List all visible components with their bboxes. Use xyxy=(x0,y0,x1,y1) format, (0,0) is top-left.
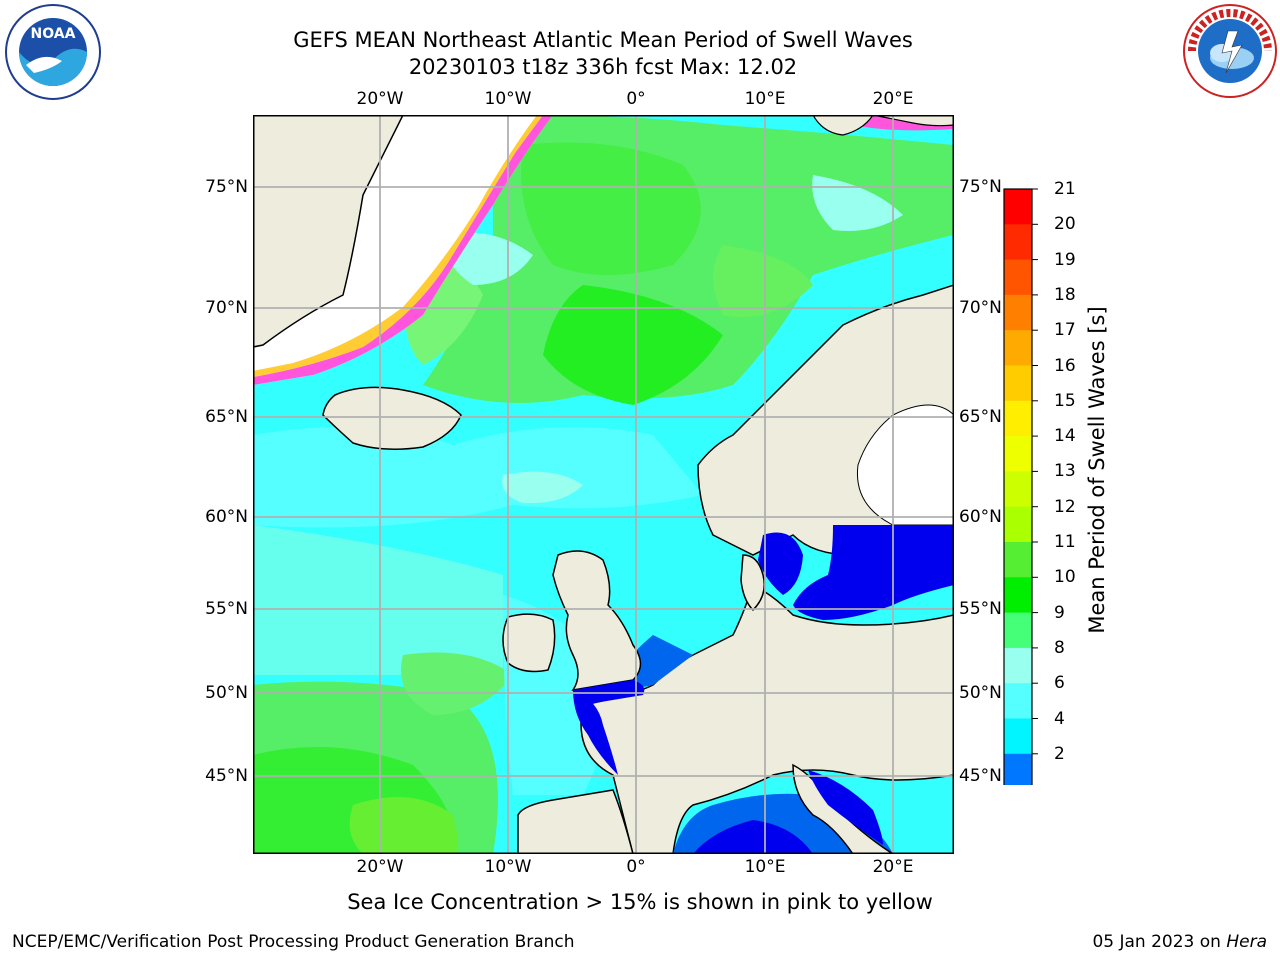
colorbar-band xyxy=(1004,718,1032,755)
lat-label-left: 60°N xyxy=(205,507,248,527)
lon-label-bottom: 20°E xyxy=(872,857,914,877)
sea-ice-footnote: Sea Ice Concentration > 15% is shown in … xyxy=(347,890,933,914)
lon-label-bottom: 10°E xyxy=(744,857,786,877)
finland-white-area xyxy=(856,404,954,526)
baltic-sea xyxy=(793,525,954,620)
lon-label-bottom: 20°W xyxy=(356,857,404,877)
iceland xyxy=(322,386,462,450)
lat-label-right: 70°N xyxy=(959,298,1002,318)
lat-label-right: 65°N xyxy=(959,407,1002,427)
lat-label-right: 60°N xyxy=(959,507,1002,527)
biscay-shelf xyxy=(573,690,618,775)
adriatic-sea xyxy=(808,770,883,845)
colorbar-band xyxy=(1004,683,1032,719)
colorbar-band xyxy=(1004,294,1032,331)
colorbar-band xyxy=(1004,542,1032,578)
lon-label-bottom: 0° xyxy=(626,857,646,877)
colorbar-band xyxy=(1004,436,1032,472)
colorbar-tick-label: 20 xyxy=(1054,214,1076,235)
colorbar-tick-label: 19 xyxy=(1054,249,1076,270)
swell-period-map xyxy=(253,115,954,854)
colorbar-band xyxy=(1004,259,1032,296)
colorbar-tick-label: 12 xyxy=(1054,496,1076,517)
lat-label-right: 55°N xyxy=(959,599,1002,619)
ireland xyxy=(502,613,556,673)
colorbar-tick-label: 14 xyxy=(1054,426,1076,447)
lat-label-left: 55°N xyxy=(205,599,248,619)
colorbar-tick-label: 2 xyxy=(1054,743,1065,764)
colorbar-outline xyxy=(1003,188,1033,785)
lat-label-left: 75°N xyxy=(205,177,248,197)
colorbar-tick-label: 9 xyxy=(1054,602,1065,623)
greenland-land xyxy=(253,115,404,348)
lon-label-top: 20°E xyxy=(872,89,914,109)
footer-date-text: 05 Jan 2023 on xyxy=(1092,932,1227,952)
lat-label-left: 45°N xyxy=(205,766,248,786)
period-field xyxy=(253,116,953,854)
lon-label-bottom: 10°W xyxy=(484,857,532,877)
colorbar-tick-label: 4 xyxy=(1054,708,1065,729)
lat-label-right: 45°N xyxy=(959,766,1002,786)
colorbar-band xyxy=(1004,224,1032,261)
denmark xyxy=(740,554,765,612)
lat-label-right: 50°N xyxy=(959,683,1002,703)
footer-date: 05 Jan 2023 on Hera xyxy=(1092,932,1267,952)
chart-title: GEFS MEAN Northeast Atlantic Mean Period… xyxy=(293,28,913,52)
iberia xyxy=(517,789,634,854)
footer-organization: NCEP/EMC/Verification Post Processing Pr… xyxy=(12,932,575,952)
colorbar-tick-label: 6 xyxy=(1054,673,1065,694)
svg-text:NOAA: NOAA xyxy=(31,26,76,42)
lon-label-top: 10°E xyxy=(744,89,786,109)
colorbar-band xyxy=(1004,647,1032,684)
national-weather-service-logo xyxy=(1183,4,1277,98)
chart-subtitle: 20230103 t18z 336h fcst Max: 12.02 xyxy=(408,55,798,79)
lat-label-left: 50°N xyxy=(205,683,248,703)
footer-host: Hera xyxy=(1226,932,1267,952)
colorbar-band xyxy=(1004,753,1032,785)
colorbar-tick-label: 10 xyxy=(1054,567,1076,588)
lat-label-left: 65°N xyxy=(205,407,248,427)
colorbar-band xyxy=(1004,189,1032,225)
colorbar-tick-label: 8 xyxy=(1054,637,1065,658)
colorbar-tick-label: 13 xyxy=(1054,461,1076,482)
colorbar-tick-label: 21 xyxy=(1054,179,1076,199)
colorbar-tick-label: 17 xyxy=(1054,320,1076,341)
colorbar-band xyxy=(1004,471,1032,508)
colorbar-band xyxy=(1004,577,1032,614)
colorbar-band xyxy=(1004,330,1032,366)
colorbar xyxy=(1003,188,1038,785)
colorbar-tick-label: 18 xyxy=(1054,284,1076,305)
svalbard xyxy=(812,115,874,136)
colorbar-band xyxy=(1004,400,1032,437)
lat-label-left: 70°N xyxy=(205,298,248,318)
lon-label-top: 0° xyxy=(626,89,646,109)
map-gridlines xyxy=(253,115,954,854)
colorbar-tick-label: 11 xyxy=(1054,532,1076,552)
lon-label-top: 10°W xyxy=(484,89,532,109)
colorbar-title: Mean Period of Swell Waves [s] xyxy=(1085,306,1109,634)
lon-label-top: 20°W xyxy=(356,89,404,109)
colorbar-band xyxy=(1004,612,1032,649)
colorbar-tick-label: 16 xyxy=(1054,355,1076,376)
lat-label-right: 75°N xyxy=(959,177,1002,197)
colorbar-band xyxy=(1004,506,1032,543)
colorbar-band xyxy=(1004,365,1032,402)
noaa-logo: NOAA xyxy=(5,4,101,100)
colorbar-tick-label: 15 xyxy=(1054,390,1076,411)
